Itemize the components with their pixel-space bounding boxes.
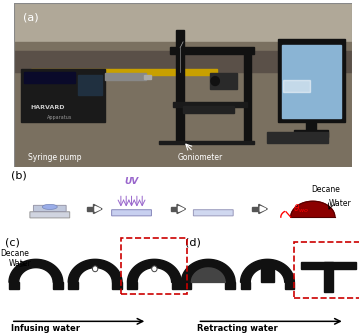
Polygon shape xyxy=(171,207,178,211)
Bar xyxy=(79,75,102,95)
FancyBboxPatch shape xyxy=(112,210,151,216)
Bar xyxy=(21,69,106,122)
Polygon shape xyxy=(53,282,63,289)
Polygon shape xyxy=(95,206,101,211)
FancyBboxPatch shape xyxy=(30,212,70,218)
Text: $\theta_{wo}$: $\theta_{wo}$ xyxy=(293,203,309,215)
Polygon shape xyxy=(9,259,63,282)
Text: HARVARD: HARVARD xyxy=(31,105,65,110)
Bar xyxy=(306,121,316,131)
Bar xyxy=(267,133,328,143)
Polygon shape xyxy=(291,201,335,217)
Polygon shape xyxy=(87,207,95,211)
Text: Apparatus: Apparatus xyxy=(47,115,73,120)
Polygon shape xyxy=(172,282,181,289)
Text: Goniometer: Goniometer xyxy=(177,153,223,162)
Polygon shape xyxy=(127,282,137,289)
Bar xyxy=(281,45,341,118)
Bar xyxy=(24,72,75,84)
Text: Infusing water: Infusing water xyxy=(11,324,80,333)
Polygon shape xyxy=(93,204,102,213)
Polygon shape xyxy=(241,282,250,289)
Bar xyxy=(294,242,359,298)
Bar xyxy=(14,51,352,72)
Bar xyxy=(121,238,187,294)
Text: Decane: Decane xyxy=(0,249,29,258)
Bar xyxy=(183,106,234,113)
Bar xyxy=(244,48,251,143)
Bar xyxy=(173,102,247,107)
Text: Retracting water: Retracting water xyxy=(197,324,278,333)
Text: Water: Water xyxy=(9,259,32,268)
Polygon shape xyxy=(324,262,333,292)
Bar xyxy=(14,42,352,166)
Polygon shape xyxy=(259,204,267,213)
Bar xyxy=(278,39,345,122)
Polygon shape xyxy=(127,259,181,282)
Polygon shape xyxy=(181,282,191,289)
Text: Water: Water xyxy=(329,199,351,208)
Bar xyxy=(159,141,254,144)
Text: UV: UV xyxy=(125,177,139,186)
Polygon shape xyxy=(300,262,356,268)
Polygon shape xyxy=(252,207,260,211)
FancyBboxPatch shape xyxy=(194,210,233,216)
Bar xyxy=(176,30,184,143)
Bar xyxy=(169,47,254,54)
Polygon shape xyxy=(9,282,19,289)
FancyBboxPatch shape xyxy=(33,205,66,211)
Polygon shape xyxy=(68,282,78,289)
Polygon shape xyxy=(261,262,274,282)
Text: Syringe pump: Syringe pump xyxy=(28,153,81,162)
Bar xyxy=(210,73,237,89)
Text: (b): (b) xyxy=(11,170,27,180)
Polygon shape xyxy=(68,259,122,282)
Polygon shape xyxy=(241,259,294,282)
Polygon shape xyxy=(191,268,225,282)
Polygon shape xyxy=(225,282,235,289)
Text: Decane: Decane xyxy=(311,185,340,194)
Text: (c): (c) xyxy=(5,238,20,248)
Polygon shape xyxy=(112,282,122,289)
Text: (d): (d) xyxy=(185,238,201,248)
Bar xyxy=(106,73,146,81)
Polygon shape xyxy=(260,206,266,211)
Bar xyxy=(14,3,352,63)
Bar xyxy=(31,69,217,75)
Text: (a): (a) xyxy=(23,12,38,22)
Polygon shape xyxy=(285,282,294,289)
Ellipse shape xyxy=(211,77,219,86)
Bar xyxy=(283,81,310,92)
Bar xyxy=(294,130,328,137)
Ellipse shape xyxy=(42,204,57,209)
Bar xyxy=(144,75,151,79)
Polygon shape xyxy=(178,206,184,211)
Ellipse shape xyxy=(93,266,98,272)
Polygon shape xyxy=(181,259,235,282)
Ellipse shape xyxy=(151,266,157,272)
Polygon shape xyxy=(177,204,186,213)
